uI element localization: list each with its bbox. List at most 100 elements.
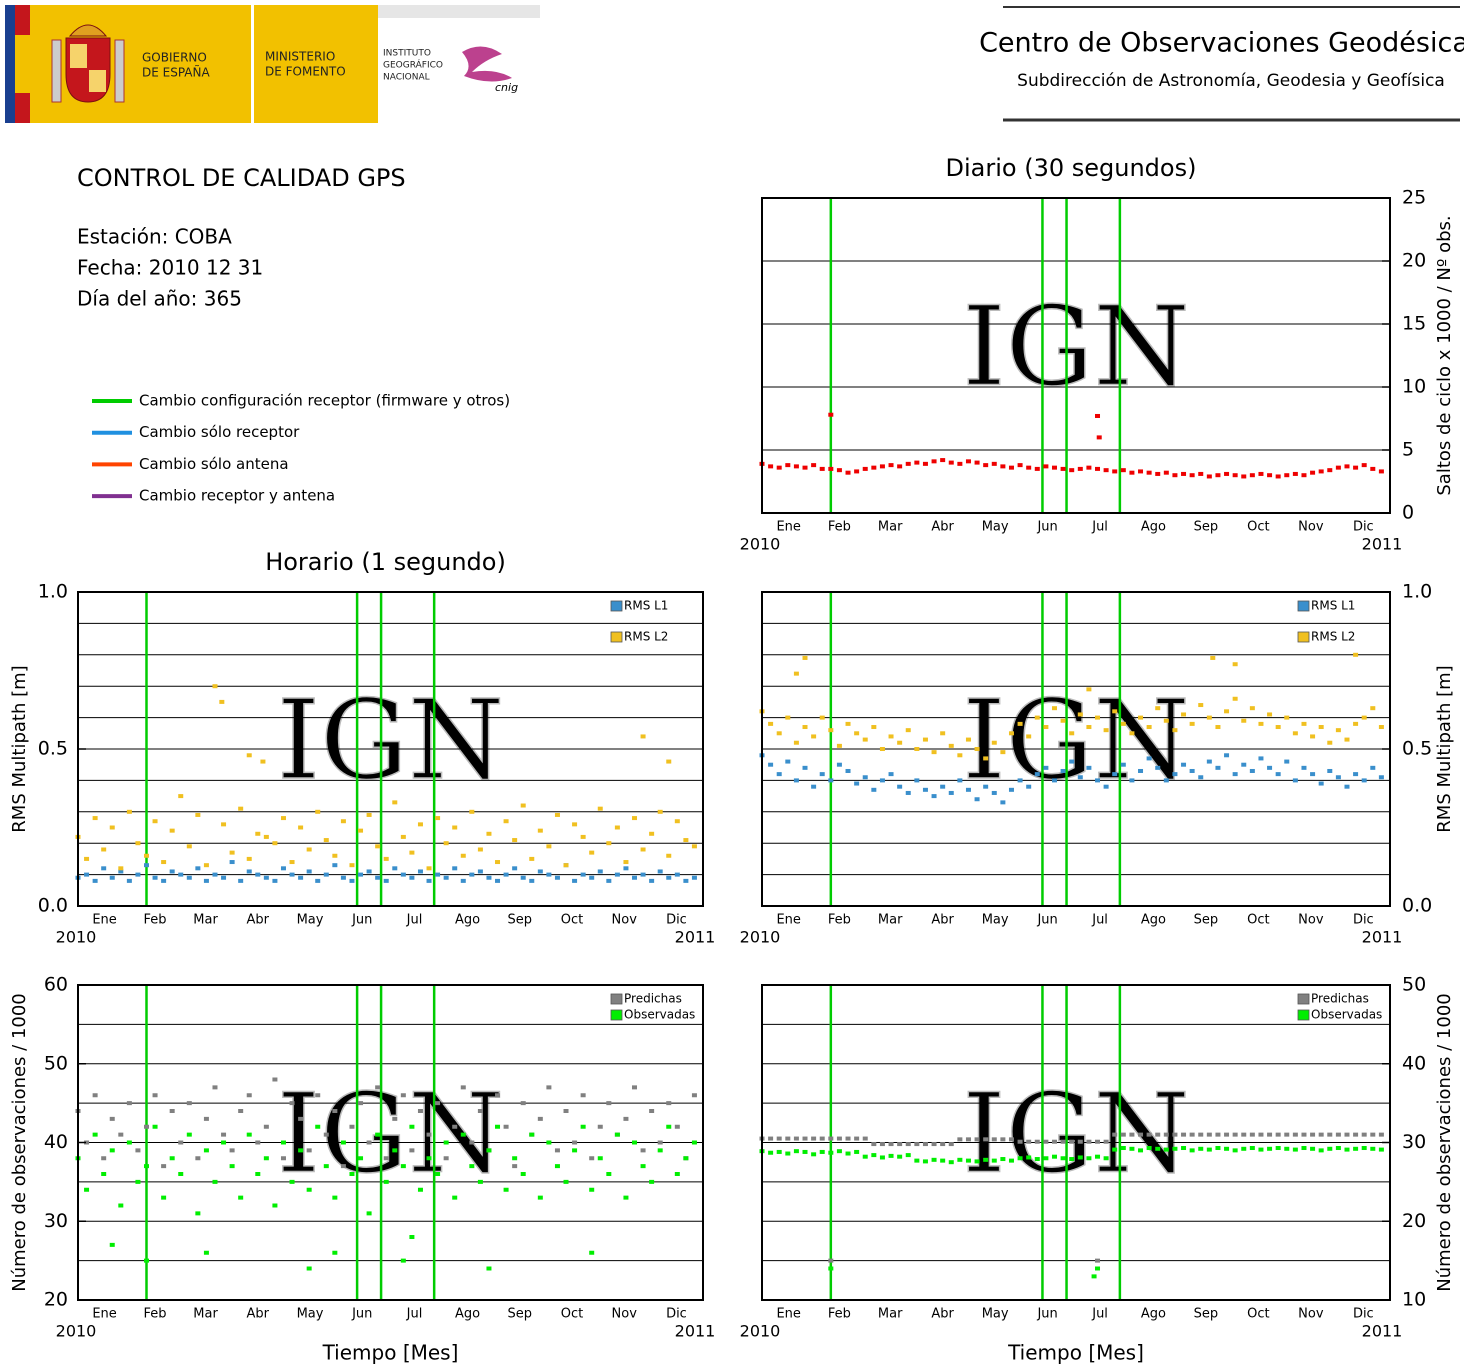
- point: [392, 1116, 398, 1121]
- point: [1120, 721, 1126, 726]
- point: [1258, 1147, 1264, 1152]
- x-tick-label: Dic: [666, 913, 687, 928]
- point: [948, 1160, 954, 1165]
- x-tick-label: May: [982, 1307, 1009, 1322]
- point: [640, 847, 646, 852]
- point: [469, 1140, 475, 1145]
- point: [649, 1179, 655, 1184]
- point: [580, 872, 586, 877]
- point: [392, 866, 398, 871]
- point: [1138, 715, 1144, 720]
- point: [229, 1148, 235, 1153]
- point: [1129, 778, 1135, 783]
- point: [1138, 1148, 1144, 1153]
- point: [426, 1156, 432, 1161]
- point: [1181, 1146, 1187, 1151]
- point: [819, 715, 825, 720]
- x-tick-label: Dic: [1353, 1307, 1374, 1322]
- point: [263, 1156, 269, 1161]
- point: [1232, 696, 1238, 701]
- point: [1353, 1132, 1359, 1137]
- point: [246, 1093, 252, 1098]
- point: [914, 778, 920, 783]
- point: [161, 860, 167, 865]
- point: [640, 734, 646, 739]
- y-tick-label: 25: [1402, 187, 1426, 209]
- point: [1249, 706, 1255, 711]
- point: [1335, 465, 1341, 470]
- point: [1095, 715, 1101, 720]
- point: [477, 847, 483, 852]
- point: [1210, 655, 1216, 660]
- point: [1155, 706, 1161, 711]
- point: [1060, 1156, 1066, 1161]
- point: [375, 1085, 381, 1090]
- legend-swatch: [1297, 631, 1310, 643]
- point: [272, 841, 278, 846]
- point: [358, 828, 364, 833]
- point: [315, 809, 321, 814]
- point: [1370, 765, 1376, 770]
- point: [417, 1109, 423, 1113]
- point: [828, 1150, 834, 1155]
- y-tick-label: 50: [1402, 974, 1426, 996]
- point: [315, 1124, 321, 1129]
- x-tick-label: Mar: [878, 520, 903, 535]
- point: [1095, 413, 1101, 418]
- point: [845, 721, 851, 726]
- point: [1361, 715, 1367, 720]
- x-tick-label: Dic: [1353, 520, 1374, 535]
- point: [1000, 800, 1006, 805]
- point: [289, 860, 295, 865]
- point: [143, 1164, 149, 1169]
- point: [195, 812, 201, 817]
- x-tick-label: Abr: [247, 1307, 270, 1322]
- x-year-label: 2010: [56, 1322, 97, 1341]
- point: [931, 794, 937, 799]
- point: [666, 1124, 672, 1129]
- point: [1189, 1132, 1195, 1137]
- x-tick-label: Oct: [1247, 520, 1269, 535]
- point: [1327, 468, 1333, 473]
- point: [1378, 1132, 1384, 1137]
- point: [1163, 718, 1169, 723]
- point: [580, 1093, 586, 1098]
- point: [503, 819, 509, 824]
- point: [683, 1156, 689, 1161]
- point: [1043, 1156, 1049, 1161]
- point: [965, 787, 971, 792]
- point: [854, 1149, 860, 1154]
- legend-label: Observadas: [1311, 1008, 1382, 1022]
- legend-swatch: [610, 600, 623, 612]
- point: [332, 853, 338, 858]
- point: [503, 1187, 509, 1192]
- point: [879, 1142, 885, 1147]
- point: [1301, 1146, 1307, 1151]
- point: [126, 1140, 132, 1145]
- point: [417, 1187, 423, 1192]
- y-tick-label: 50: [44, 1052, 68, 1074]
- point: [914, 747, 920, 751]
- point: [1241, 1146, 1247, 1151]
- point: [1077, 712, 1083, 717]
- point: [400, 1258, 406, 1263]
- point: [1318, 1132, 1324, 1137]
- point: [1353, 721, 1359, 726]
- point: [1095, 1258, 1101, 1263]
- point: [1378, 775, 1384, 780]
- watermark: IGN: [962, 676, 1190, 804]
- point: [649, 831, 655, 836]
- point: [623, 1195, 629, 1200]
- point: [1181, 471, 1187, 476]
- point: [965, 1137, 971, 1142]
- flag-yellow: [15, 35, 30, 93]
- point: [263, 834, 269, 839]
- point: [143, 1258, 149, 1263]
- point: [323, 1164, 329, 1169]
- point: [1129, 1146, 1135, 1151]
- point: [983, 1137, 989, 1142]
- point: [905, 790, 911, 795]
- point: [537, 869, 543, 874]
- point: [400, 872, 406, 877]
- point: [1232, 772, 1238, 777]
